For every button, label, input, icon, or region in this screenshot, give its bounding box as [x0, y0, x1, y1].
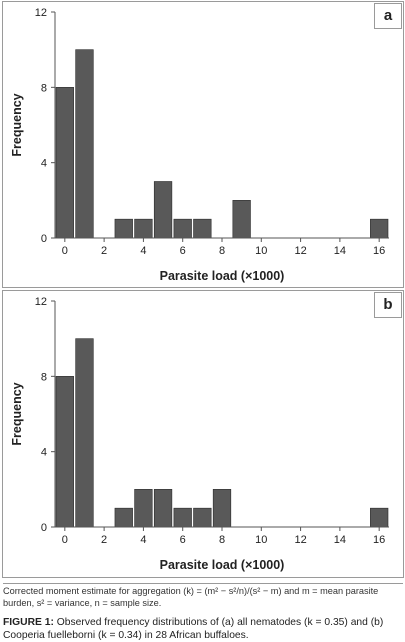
caption-divider — [3, 583, 403, 584]
bar-0 — [55, 376, 74, 528]
x-tick-label: 8 — [219, 245, 225, 257]
chart-panel-b: 0 4 8 12 0 2 4 6 8 10 12 14 16 Parasite load (×1000) F… — [2, 290, 404, 578]
bar-8 — [212, 489, 232, 528]
x-axis-title: Parasite load (×1000) — [160, 558, 285, 572]
x-tick-label: 2 — [101, 534, 107, 546]
bar-1 — [75, 338, 94, 528]
panel-label-a: a — [374, 3, 402, 29]
bar-3 — [114, 218, 133, 239]
x-tick-label: 4 — [140, 245, 146, 257]
y-tick-label: 4 — [41, 447, 47, 459]
x-tick-label: 12 — [294, 245, 306, 257]
figure-title: FIGURE 1: Observed frequency distributio… — [3, 616, 403, 642]
y-tick-label: 4 — [41, 158, 47, 170]
bar-6 — [173, 218, 192, 239]
histogram-b: 0 4 8 12 0 2 4 6 8 10 12 14 16 Parasite load (×1000) F… — [10, 296, 389, 572]
figure-text: Observed frequency distributions of (a) … — [3, 617, 384, 641]
y-axis-title: Frequency — [10, 93, 24, 156]
bar-16 — [370, 507, 389, 528]
x-tick-label: 2 — [101, 245, 107, 257]
chart-panel-a: 0 4 8 12 0 2 4 6 8 10 12 14 16 Parasite load (×1000) F… — [2, 1, 404, 288]
caption-note: Corrected moment estimate for aggregatio… — [3, 586, 379, 608]
x-tick-label: 0 — [62, 534, 68, 546]
bar-3 — [114, 507, 133, 528]
y-tick-label: 12 — [35, 7, 47, 19]
y-axis-title: Frequency — [10, 382, 24, 445]
bar-7 — [193, 218, 212, 239]
x-tick-label: 14 — [334, 534, 346, 546]
bar-9 — [232, 200, 251, 239]
x-tick-label: 0 — [62, 245, 68, 257]
x-tick-label: 16 — [373, 534, 385, 546]
x-tick-label: 6 — [180, 534, 186, 546]
bar-6 — [173, 507, 192, 528]
bar-7 — [193, 507, 212, 528]
bar-5 — [153, 489, 173, 528]
x-tick-label: 10 — [255, 534, 267, 546]
x-tick-label: 14 — [334, 245, 346, 257]
x-tick-label: 16 — [373, 245, 385, 257]
bar-0 — [55, 87, 74, 239]
bar-16 — [370, 218, 389, 239]
figure-caption: Corrected moment estimate for aggregatio… — [3, 583, 403, 642]
y-tick-label: 12 — [35, 296, 47, 308]
bar-4 — [134, 489, 153, 528]
figure-label: FIGURE 1: — [3, 617, 54, 628]
y-tick-label: 8 — [41, 371, 47, 383]
x-axis-title: Parasite load (×1000) — [160, 269, 285, 283]
x-tick-label: 6 — [180, 245, 186, 257]
bar-4 — [134, 218, 153, 239]
x-tick-label: 4 — [140, 534, 146, 546]
histogram-a: 0 4 8 12 0 2 4 6 8 10 12 14 16 Parasite load (×1000) F… — [10, 7, 389, 283]
y-tick-label: 0 — [41, 233, 47, 245]
y-tick-label: 0 — [41, 522, 47, 534]
panel-label-b: b — [374, 292, 402, 318]
x-tick-label: 10 — [255, 245, 267, 257]
x-tick-label: 8 — [219, 534, 225, 546]
x-tick-label: 12 — [294, 534, 306, 546]
bar-5 — [153, 181, 173, 239]
y-tick-label: 8 — [41, 82, 47, 94]
bar-1 — [75, 49, 94, 239]
